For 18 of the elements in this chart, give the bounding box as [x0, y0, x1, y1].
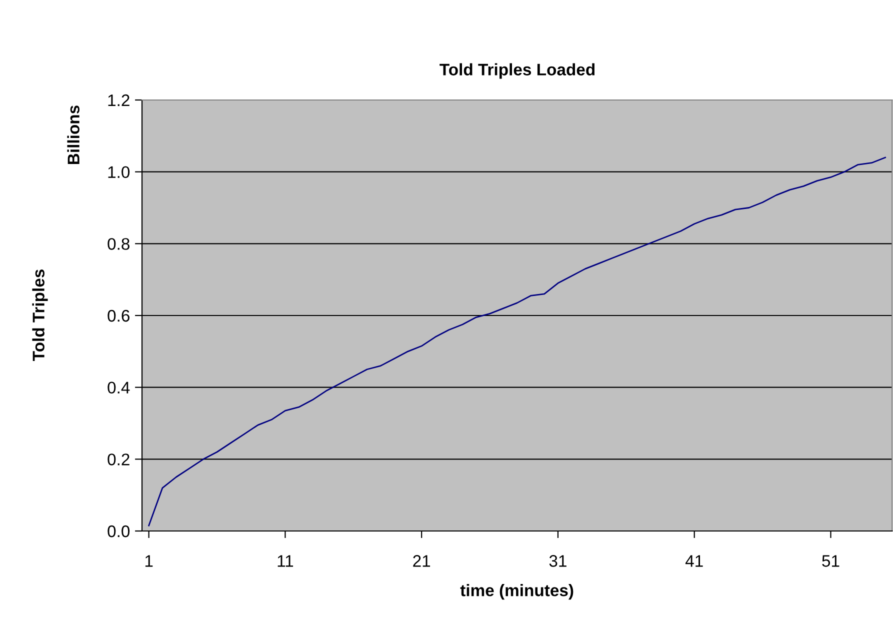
y-tick-label: 0.8	[108, 238, 130, 250]
x-tick-label: 31	[549, 555, 566, 567]
x-axis-title: time (minutes)	[460, 584, 574, 600]
y-tick-label: 1.2	[108, 94, 130, 106]
line-series	[148, 156, 886, 526]
x-tick-label: 51	[822, 555, 840, 567]
y-tick-label: 0.0	[108, 525, 130, 538]
x-tick-label: 41	[685, 555, 703, 567]
y-tick-label: 0.4	[108, 382, 130, 394]
x-tick-label: 21	[413, 555, 430, 567]
x-tick-label: 11	[278, 555, 294, 567]
chart-title: Told Triples Loaded	[440, 63, 595, 79]
y-tick-label: 0.6	[108, 310, 130, 322]
y-axis-title: Told Triples	[32, 270, 48, 361]
y-tick-label: 0.2	[108, 454, 130, 466]
x-tick-label: 1	[145, 555, 153, 567]
text: Billions	[67, 106, 80, 164]
y-tick-label: 1.0	[108, 166, 130, 178]
